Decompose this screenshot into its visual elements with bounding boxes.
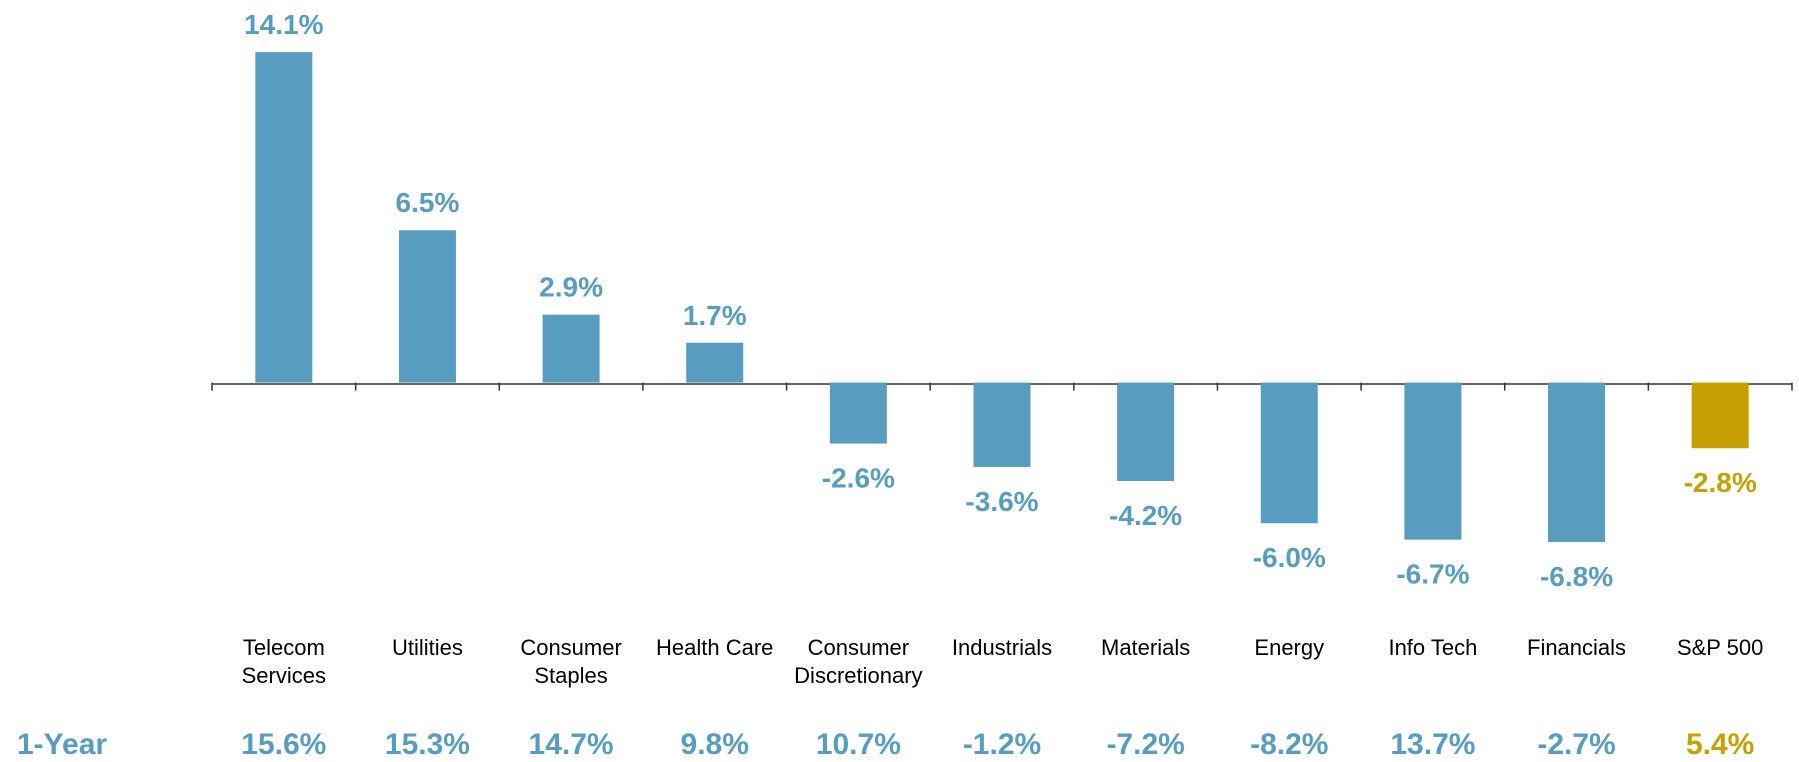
data-label: 2.9% [539,272,603,303]
x-tick-label: Utilities [392,635,463,660]
row-value: 15.3% [384,728,470,761]
bar [398,230,456,383]
bar [1691,382,1749,449]
x-tick-label: Telecom Services [241,635,326,688]
bar [973,382,1031,467]
x-tick-label: S&P 500 [1676,635,1764,660]
data-label: 6.5% [396,187,460,218]
row-value: -8.2% [1250,728,1329,761]
x-tick-label: Consumer Discretionary [794,635,923,688]
data-label: -3.6% [965,486,1038,517]
row-value: 13.7% [1390,728,1476,761]
x-tick-label: Consumer Staples [520,635,622,688]
bar [1260,382,1318,524]
x-tick-label: Health Care [656,635,774,660]
bar [829,382,887,444]
row-value: 14.7% [528,728,614,761]
data-label: 14.1% [244,9,323,40]
row-value: -1.2% [962,728,1042,761]
data-label: 1.7% [683,300,747,331]
bar [686,342,744,383]
bar [1548,382,1606,542]
row-label: 1-Year [17,728,108,761]
x-tick-label: Industrials [951,635,1053,660]
row-value: 9.8% [680,728,749,761]
data-label: -4.2% [1109,500,1182,531]
data-label: -6.7% [1396,559,1469,590]
data-label: -6.0% [1253,542,1326,573]
row-value: 5.4% [1685,728,1755,761]
row-value: -7.2% [1106,728,1185,761]
x-tick-label: Financials [1527,635,1627,660]
bar [255,52,313,383]
bar [1404,382,1462,540]
data-label: -2.8% [1684,467,1757,498]
bar [542,314,600,383]
row-value: 15.6% [241,728,327,761]
row-value: -2.7% [1537,728,1616,761]
bar [1117,382,1175,482]
x-tick-label: Info Tech [1388,635,1478,660]
x-tick-label: Materials [1101,635,1191,660]
row-value: 10.7% [815,728,901,761]
x-tick-label: Energy [1254,635,1325,660]
data-label: -2.6% [822,463,895,494]
data-label: -6.8% [1540,561,1613,592]
